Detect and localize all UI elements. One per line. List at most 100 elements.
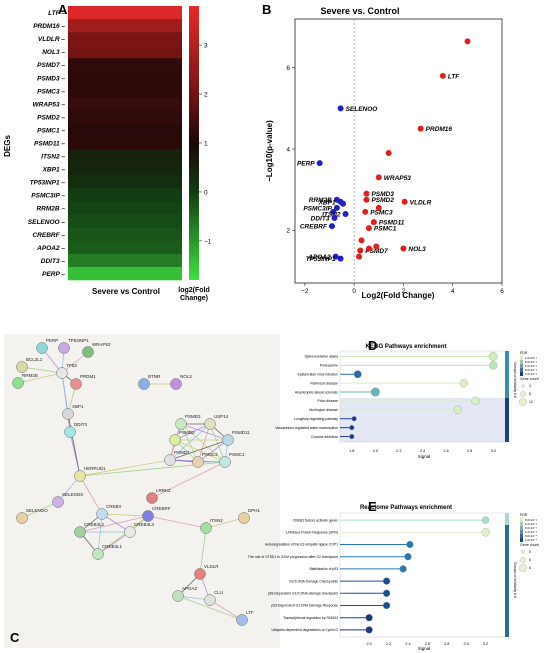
lollipop-dot	[406, 540, 414, 549]
lollipop-dot	[488, 352, 498, 361]
lollipop-dot	[482, 516, 490, 524]
network-node	[170, 378, 182, 390]
volcano-point	[362, 208, 369, 215]
lollipop-dot	[383, 601, 391, 610]
legend-fdr-swatch	[520, 534, 523, 538]
heatmap-gene-label: LTF –	[48, 10, 65, 17]
lollipop-dot	[383, 577, 391, 585]
legend-size-level: 5	[529, 550, 531, 554]
heatmap-cell	[68, 253, 182, 268]
heatmap-gene-label: RRM2B –	[36, 206, 65, 213]
network-edge	[69, 431, 81, 477]
network-edge	[209, 599, 243, 621]
legend-fdr-level: 1.0×10⁻¹	[525, 356, 537, 360]
kegg-group-label: Groups of similarity 0.8	[513, 362, 517, 398]
signal-tick-label: 1.8	[349, 449, 354, 453]
pathway-label: Huntington disease	[309, 408, 338, 412]
network-node	[74, 470, 86, 482]
pathway-label: p53-Dependent G1 DNA Damage Response	[271, 604, 338, 608]
heatmap-gene-label: PSMC1 –	[37, 127, 65, 134]
panel-label-a: A	[58, 2, 68, 17]
network-node	[62, 408, 74, 420]
pathway-label: Transcriptional regulation by RUNX3	[283, 616, 338, 620]
colorbar-tick-label: 3	[204, 43, 208, 50]
network-node-label: ITSN2	[210, 518, 223, 523]
panel-a: A LTF – PRDM16 – VLDLR – NOL3 – PSMD7 – PSMD3…	[3, 2, 212, 302]
heatmap-gene-label: XBP1 –	[42, 167, 66, 174]
network-node	[172, 590, 184, 602]
network-node-label: CREB3L1	[102, 544, 123, 549]
network-node	[70, 378, 82, 390]
legend-fdr-swatch	[520, 530, 523, 534]
volcano-point-label: ITSN2	[322, 211, 341, 218]
volcano-point-label: VLDLR	[410, 199, 432, 206]
network-node-label: VLDLR	[204, 564, 219, 569]
legend-size-dot	[518, 397, 528, 407]
heatmap-gene-label: CREBRF –	[32, 232, 65, 239]
heatmap-cell	[68, 214, 182, 229]
legend-fdr-level: 1.0×10⁻³	[525, 372, 537, 376]
legend-fdr-title: FDR	[520, 351, 528, 355]
pathway-label: Prion disease	[317, 399, 338, 403]
network-node-label: USP14	[214, 414, 229, 419]
pathway-label: Spinocerebellar ataxia	[304, 355, 338, 359]
volcano-frame	[294, 18, 503, 284]
x-tick-label: 4	[451, 288, 455, 295]
heatmap-gene-label: DDIT3 –	[41, 258, 66, 265]
network-node	[204, 594, 216, 606]
heatmap-cell	[68, 97, 182, 111]
reactome-group-bar-1	[505, 513, 509, 525]
network-node-label: CREB3L3	[134, 522, 155, 527]
volcano-point-label: SELENOO	[346, 106, 378, 113]
volcano-point	[357, 247, 364, 254]
heatmap-y-label: DEGs	[3, 135, 12, 157]
lollipop-dot	[349, 425, 355, 431]
volcano-point	[373, 243, 380, 250]
x-tick-label: 0	[352, 288, 356, 295]
pathway-label: Parkinson disease	[310, 381, 338, 385]
volcano-point	[464, 38, 471, 45]
volcano-point	[328, 223, 335, 230]
heatmap-x-label: Severe vs Control	[92, 287, 160, 296]
signal-tick-label: 2.8	[467, 449, 472, 453]
panel-e: E Reactome Pathways enrichment Groups of…	[248, 499, 539, 651]
reactome-group-bar-2	[505, 525, 509, 637]
heatmap-cells	[68, 6, 182, 281]
network-node	[58, 342, 70, 354]
panel-label-c: C	[10, 630, 20, 645]
volcano-point-label: LTF	[448, 73, 460, 80]
heatmap-cell	[68, 45, 182, 59]
signal-tick-label: 2.6	[443, 449, 448, 453]
network-node-label: CLU	[214, 590, 223, 595]
lollipop-dot	[349, 434, 355, 440]
kegg-title: KEGG Pathways enrichment	[365, 344, 446, 350]
volcano-title: Severe vs. Control	[320, 6, 399, 16]
legend-size-title: Gene count	[520, 377, 539, 381]
pathway-label: p53-Dependent G1/S DNA damage checkpoint	[268, 592, 338, 596]
heatmap-cell	[68, 58, 182, 72]
heatmap-gene-label: ITSN2 –	[41, 154, 65, 161]
pathway-label: G1/S DNA Damage Checkpoints	[289, 579, 338, 583]
lollipop-dot	[453, 405, 463, 415]
heatmap-cell	[68, 32, 182, 46]
panel-d: D KEGG Pathways enrichment Groups of sim…	[275, 338, 538, 459]
lollipop-dot	[383, 589, 391, 597]
signal-tick-label: 2.8	[444, 642, 449, 646]
reactome-group-label: Groups of similarity 0.8	[513, 562, 517, 598]
volcano-point	[332, 253, 339, 260]
volcano-point	[356, 253, 363, 260]
legend-fdr-level: 1.0×10⁻⁴	[525, 538, 538, 542]
lollipop-dot	[353, 370, 362, 379]
colorbar-label: log2(Fold Change)	[178, 287, 210, 302]
heatmap-cell	[68, 136, 182, 150]
network-node-label: BCL2L1	[26, 357, 43, 362]
network-edge	[21, 501, 59, 519]
legend-size-dot	[520, 391, 526, 397]
volcano-point	[358, 237, 365, 244]
network-edge	[180, 423, 226, 463]
kegg-ticks: 1.8 2.0 2.2 2.4 2.6 2.8 3.0	[349, 449, 496, 453]
volcano-point-label: PSMD7	[365, 248, 388, 255]
network-edge	[79, 475, 103, 515]
volcano-point	[385, 150, 392, 157]
